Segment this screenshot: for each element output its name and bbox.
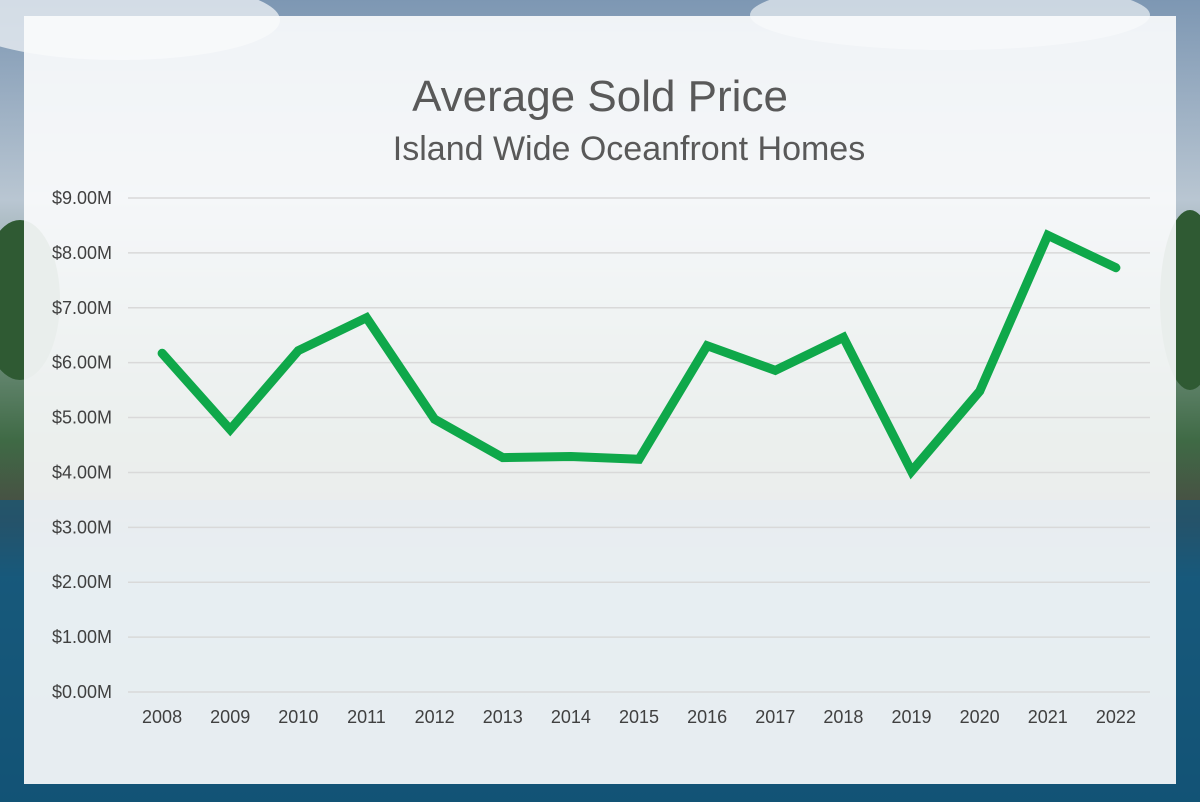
y-tick-label: $4.00M	[52, 462, 112, 482]
data-point	[501, 456, 504, 459]
data-point	[569, 455, 572, 458]
data-point	[706, 344, 709, 347]
chart-title: Average Sold Price	[412, 72, 788, 121]
x-tick-label: 2014	[551, 707, 591, 727]
y-tick-label: $9.00M	[52, 188, 112, 208]
x-tick-label: 2019	[892, 707, 932, 727]
data-point	[365, 316, 368, 319]
data-point	[842, 336, 845, 339]
series-layer	[157, 229, 1121, 480]
x-tick-label: 2018	[823, 707, 863, 727]
x-tick-label: 2008	[142, 707, 182, 727]
data-point	[433, 418, 436, 421]
x-tick-label: 2011	[347, 707, 386, 727]
y-tick-label: $6.00M	[52, 353, 112, 373]
data-point	[910, 470, 913, 473]
x-axis-ticks: 2008 2009 2010 2011 2012 2013 2014 2015 2016 2017…	[142, 707, 1136, 727]
data-point	[774, 369, 777, 372]
gridlines	[128, 197, 1150, 693]
series-line	[157, 229, 1121, 480]
y-tick-label: $7.00M	[52, 298, 112, 318]
x-tick-label: 2009	[210, 707, 250, 727]
x-tick-label: 2017	[755, 707, 795, 727]
data-point	[978, 390, 981, 393]
data-point	[297, 349, 300, 352]
y-axis-ticks: $0.00M $1.00M $2.00M $3.00M $4.00M $5.00M $6.0…	[52, 188, 112, 702]
data-point	[1114, 266, 1117, 269]
x-tick-label: 2022	[1096, 707, 1136, 727]
data-point	[1046, 234, 1049, 237]
x-tick-label: 2020	[960, 707, 1000, 727]
x-tick-label: 2021	[1028, 707, 1068, 727]
y-tick-label: $1.00M	[52, 627, 112, 647]
x-tick-label: 2015	[619, 707, 659, 727]
data-point	[229, 428, 232, 431]
x-tick-label: 2013	[483, 707, 523, 727]
data-point	[638, 458, 640, 461]
y-tick-label: $0.00M	[52, 682, 112, 702]
data-point	[161, 352, 164, 355]
y-tick-label: $2.00M	[52, 572, 112, 592]
x-tick-label: 2016	[687, 707, 727, 727]
y-tick-label: $3.00M	[52, 517, 112, 537]
x-tick-label: 2010	[278, 707, 318, 727]
chart-panel	[24, 16, 1176, 784]
y-tick-label: $5.00M	[52, 408, 112, 428]
x-tick-label: 2012	[415, 707, 455, 727]
y-tick-label: $8.00M	[52, 243, 112, 263]
chart-subtitle: Island Wide Oceanfront Homes	[392, 130, 866, 168]
